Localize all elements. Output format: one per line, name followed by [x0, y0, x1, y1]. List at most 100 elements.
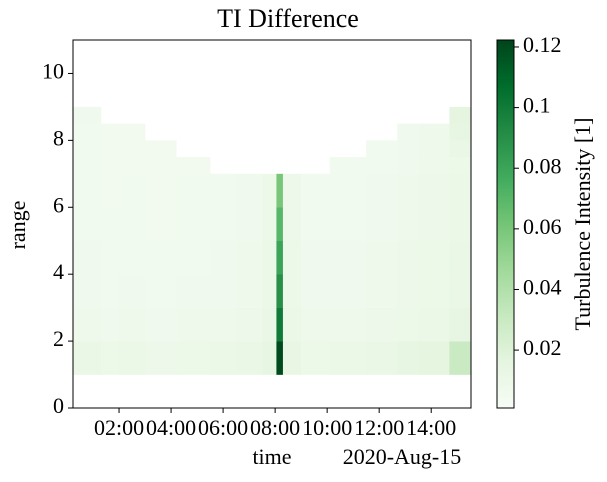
heatmap-cell	[119, 240, 146, 275]
heatmap-cell	[366, 173, 398, 208]
heatmap-cell	[119, 307, 146, 342]
heatmap-cell	[418, 207, 450, 242]
y-tick-label: 4	[53, 259, 64, 284]
heatmap-cell	[145, 307, 177, 342]
x-tick-label: 04:00	[146, 415, 196, 440]
heatmap-cell	[397, 173, 419, 208]
heatmap-cell	[329, 274, 367, 308]
heatmap-cell	[449, 240, 472, 275]
heatmap-cell	[119, 341, 146, 375]
colorbar-tick-label: 0.04	[523, 275, 562, 300]
heatmap-cell	[100, 307, 120, 342]
heatmap-cell	[176, 157, 211, 175]
heatmap-cell	[397, 274, 419, 308]
heatmap-cell	[100, 274, 120, 308]
heatmap-cell	[366, 207, 398, 242]
heatmap-cell	[301, 207, 331, 242]
heatmap-cell	[210, 240, 237, 275]
heatmap-cell	[73, 123, 102, 141]
heatmap-cell	[397, 240, 419, 275]
y-axis-label: range	[5, 201, 30, 250]
x-axis-label: time	[252, 444, 291, 469]
heatmap-cell	[418, 341, 450, 375]
x-offset-label: 2020-Aug-15	[343, 444, 462, 469]
heatmap-cell	[397, 157, 419, 175]
heatmap-cell	[282, 274, 302, 308]
heatmap-cell	[276, 341, 284, 375]
heatmap-cell	[329, 173, 367, 208]
heatmap-cell	[449, 123, 472, 141]
heatmap-cell	[449, 140, 472, 158]
heatmap-cell	[236, 274, 263, 308]
heatmap-cell	[73, 341, 102, 375]
heatmap-cell	[262, 341, 277, 375]
heatmap-cell	[73, 140, 102, 158]
colorbar-tick-label: 0.06	[523, 214, 562, 239]
heatmap-cell	[73, 106, 102, 124]
heatmap-cell	[282, 341, 302, 375]
heatmap-cell	[449, 274, 472, 308]
colorbar	[496, 39, 515, 409]
heatmap-cell	[329, 157, 367, 175]
heatmap-cell	[449, 173, 472, 208]
heatmap-cell	[100, 173, 120, 208]
heatmap-cell	[210, 173, 237, 208]
heatmap-cell	[418, 240, 450, 275]
heatmap-cell	[119, 173, 146, 208]
y-tick-label: 6	[53, 192, 64, 217]
heatmap-cell	[100, 341, 120, 375]
plot-frame	[72, 39, 472, 409]
heatmap-cell	[301, 173, 331, 208]
y-tick-label: 8	[53, 125, 64, 150]
heatmap-cell	[329, 341, 367, 375]
heatmap-cell	[397, 341, 419, 375]
heatmap-cell	[397, 307, 419, 342]
heatmap-cell	[176, 240, 211, 275]
x-tick-label: 10:00	[302, 415, 352, 440]
y-tick-label: 2	[53, 326, 64, 351]
heatmap-cell	[236, 207, 263, 242]
heatmap-cell	[418, 307, 450, 342]
heatmap-cell	[301, 274, 331, 308]
heatmap-cell	[301, 240, 331, 275]
x-tick-label: 06:00	[198, 415, 248, 440]
heatmap-cell	[276, 307, 284, 342]
heatmap-cell	[145, 140, 177, 158]
chart-title: TI Difference	[217, 4, 359, 33]
heatmap-cell	[119, 157, 146, 175]
heatmap-cell	[366, 157, 398, 175]
heatmap-cell	[100, 123, 120, 141]
y-tick-label: 10	[42, 59, 64, 84]
x-tick-label: 08:00	[250, 415, 300, 440]
heatmap-cell	[100, 207, 120, 242]
heatmap-cell	[449, 157, 472, 175]
colorbar-tick-label: 0.1	[523, 93, 551, 118]
x-tick-label: 14:00	[406, 415, 456, 440]
heatmap-cell	[449, 341, 472, 375]
heatmap-cell	[276, 240, 284, 275]
heatmap-cell	[100, 140, 120, 158]
heatmap-cell	[282, 207, 302, 242]
colorbar-tick-label: 0.02	[523, 335, 562, 360]
heatmap-cell	[366, 307, 398, 342]
heatmap-cell	[73, 157, 102, 175]
heatmap-cell	[282, 240, 302, 275]
heatmap-cell	[73, 240, 102, 275]
heatmap-cell	[100, 240, 120, 275]
heatmap-cell	[100, 157, 120, 175]
heatmap-cell	[262, 240, 277, 275]
heatmap-cell	[119, 140, 146, 158]
heatmap-cell	[449, 307, 472, 342]
colorbar-label: Turbulence Intensity [1]	[570, 117, 595, 330]
heatmap-cell	[276, 207, 284, 242]
heatmap-cell	[282, 307, 302, 342]
heatmap-cell	[282, 173, 302, 208]
heatmap-cell	[119, 274, 146, 308]
heatmap-cell	[262, 274, 277, 308]
heatmap-cell	[449, 106, 472, 124]
heatmap-cell	[210, 307, 237, 342]
heatmap-cell	[73, 207, 102, 242]
heatmap-cell	[236, 240, 263, 275]
heatmap-cell	[418, 140, 450, 158]
